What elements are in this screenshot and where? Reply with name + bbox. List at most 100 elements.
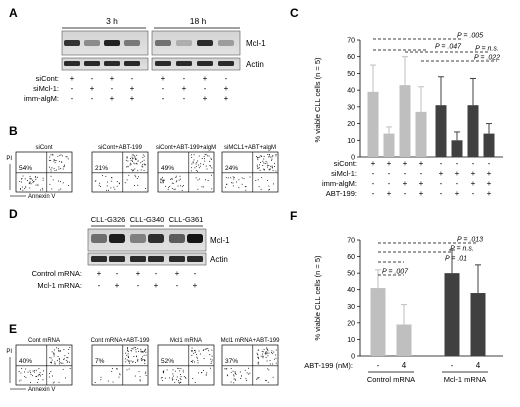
abt199-dose: 4: [402, 361, 407, 370]
flow-plot-frame: [221, 344, 279, 386]
abt199-dose: 4: [476, 361, 481, 370]
condition-sign: +: [419, 189, 424, 198]
actin-band: [64, 61, 80, 66]
panel-letter-c: C: [290, 6, 299, 20]
condition-sign: -: [162, 94, 165, 103]
actin-band: [169, 256, 185, 262]
panel-f-bar-chart: % viable CLL cells (n = 5) 0 10 20 30 40 50 60…: [304, 237, 503, 384]
timepoint-18h-label: 18 h: [190, 16, 207, 26]
sample-label-g340: CLL-G340: [130, 215, 165, 224]
condition-label: siMcl-1:: [331, 169, 357, 178]
y-tick-label: 40: [347, 88, 355, 95]
condition-sign: +: [403, 159, 408, 168]
flow-plot-title: siCont: [35, 145, 52, 151]
bar: [399, 85, 411, 157]
condition-sign: +: [224, 94, 229, 103]
group-label: Mcl-1 mRNA: [444, 375, 487, 384]
panel-letter-e: E: [9, 322, 17, 336]
flow-y-axis-label: PI: [6, 349, 12, 355]
y-tick-label: 70: [347, 38, 355, 45]
flow-x-axis-label: Annexin V: [28, 387, 55, 393]
actin-band: [187, 256, 203, 262]
condition-label: ABT-199:: [326, 189, 357, 198]
mcl1-band: [197, 40, 213, 46]
p-value-annotation: P = .047: [435, 44, 462, 51]
y-tick-label: 0: [351, 155, 355, 162]
p-value-annotation: P = .005: [457, 33, 483, 40]
y-tick-label: 20: [347, 320, 355, 327]
panel-a-western-blot: 3 h 18 h Mcl-1 Actin siCont: + - + - + - + -siMc…: [24, 16, 266, 103]
bar: [451, 140, 463, 157]
condition-sign: -: [91, 74, 94, 83]
y-tick-label: 60: [347, 254, 355, 261]
c-ylabel: % viable CLL cells (n = 5): [313, 57, 322, 142]
condition-sign: -: [404, 169, 407, 178]
condition-sign: -: [183, 74, 186, 83]
condition-sign: -: [440, 189, 443, 198]
condition-sign: -: [372, 169, 375, 178]
flow-percentage: 24%: [225, 165, 238, 172]
condition-sign: +: [403, 179, 408, 188]
flow-percentage: 54%: [19, 165, 32, 172]
condition-sign: +: [487, 169, 492, 178]
mcl1-band: [109, 234, 125, 243]
condition-sign: -: [91, 94, 94, 103]
flow-plot-frame: [157, 344, 215, 386]
y-tick-label: 0: [351, 354, 355, 361]
bar: [435, 105, 447, 157]
flow-plot-title: siMCL1+ABT+algM: [224, 145, 276, 151]
p-value-annotation: P = .022: [474, 55, 500, 62]
condition-sign: -: [162, 84, 165, 93]
condition-sign: +: [193, 281, 198, 290]
flow-plot-frame: [91, 151, 149, 193]
condition-label: Control mRNA:: [32, 269, 82, 278]
condition-label: siCont:: [334, 159, 357, 168]
abt199-row-label: ABT-199 (nM):: [304, 361, 353, 370]
mcl1-band: [187, 234, 203, 243]
mcl1-band: [84, 40, 100, 46]
panel-letter-a: A: [9, 6, 18, 20]
flow-y-axis-label: PI: [6, 156, 12, 162]
condition-sign: -: [440, 179, 443, 188]
mcl1-band: [148, 234, 164, 243]
condition-sign: +: [487, 189, 492, 198]
bar: [383, 133, 395, 157]
condition-sign: -: [456, 179, 459, 188]
flow-plot-title: siCont+ABT-199+algM: [156, 145, 216, 151]
flow-plot-title: Mcl1 mRNA: [170, 338, 202, 344]
y-tick-label: 70: [347, 238, 355, 245]
flow-percentage: 49%: [161, 165, 174, 172]
actin-blot-18h: [151, 57, 241, 71]
bar: [415, 111, 427, 157]
blot-label-mcl1: Mcl-1: [246, 39, 266, 48]
condition-sign: +: [371, 159, 376, 168]
flow-plot-frame: [91, 344, 149, 386]
mcl1-band: [124, 40, 140, 46]
bar: [444, 273, 460, 356]
bar: [396, 324, 412, 356]
actin-band: [197, 61, 213, 66]
mcl1-band: [64, 40, 80, 46]
flow-plot-frame: [15, 344, 73, 386]
condition-sign: +: [455, 169, 460, 178]
condition-sign: +: [203, 94, 208, 103]
condition-sign: +: [387, 159, 392, 168]
condition-sign: -: [116, 269, 119, 278]
condition-sign: -: [176, 281, 179, 290]
sample-label-g361: CLL-G361: [169, 215, 204, 224]
actin-band: [124, 61, 140, 66]
bar: [367, 91, 379, 157]
condition-sign: -: [71, 94, 74, 103]
group-label: Control mRNA: [367, 375, 415, 384]
condition-sign: +: [203, 74, 208, 83]
mcl1-band: [218, 40, 234, 46]
actin-band: [155, 61, 171, 66]
y-tick-label: 30: [347, 104, 355, 111]
mcl1-band: [91, 234, 107, 243]
condition-sign: +: [455, 189, 460, 198]
condition-label: siCont:: [36, 74, 59, 83]
y-tick-label: 20: [347, 121, 355, 128]
condition-sign: +: [487, 179, 492, 188]
blot-label-actin: Actin: [246, 60, 264, 69]
